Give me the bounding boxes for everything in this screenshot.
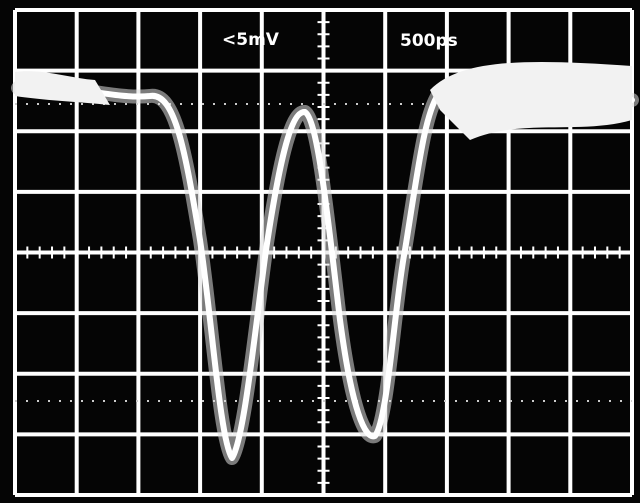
time-per-div-label: 500ps [400, 31, 458, 51]
page: {"screen": {"volts_per_div": "<5mV", "ti… [0, 0, 640, 503]
oscilloscope-screen: <5mV 500ps [0, 0, 640, 503]
volts-per-div-label: <5mV [222, 30, 280, 50]
